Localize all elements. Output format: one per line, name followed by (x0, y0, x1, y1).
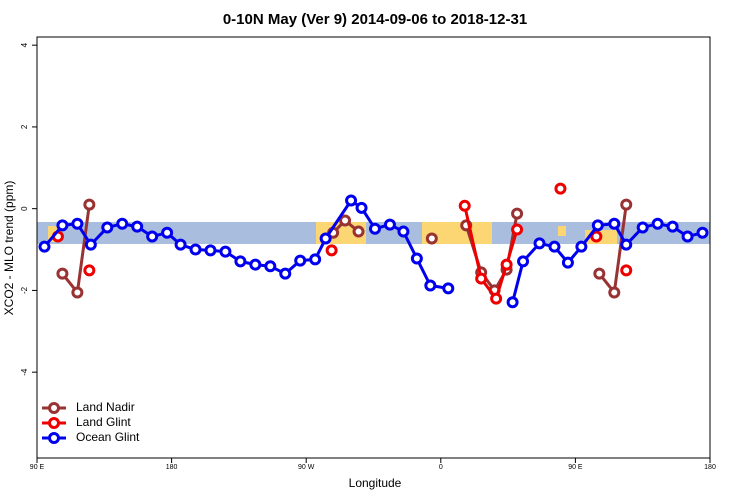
point (397, 225, 410, 238)
chart-title: 0-10N May (Ver 9) 2014-09-06 to 2018-12-… (223, 11, 527, 28)
point (219, 245, 232, 258)
point (681, 230, 694, 243)
point (83, 198, 96, 211)
point (620, 264, 633, 277)
point (506, 296, 519, 309)
point (116, 217, 129, 230)
point (410, 252, 423, 265)
point (71, 286, 84, 299)
point (548, 240, 561, 253)
x-tick-label: 0 (439, 464, 443, 471)
point (355, 201, 368, 214)
x-tick-label: 90 E (568, 464, 583, 471)
point (56, 267, 69, 280)
point (189, 243, 202, 256)
point (339, 214, 352, 227)
point (279, 267, 292, 280)
point (131, 220, 144, 233)
point (561, 256, 574, 269)
series (38, 194, 709, 309)
point (591, 219, 604, 232)
point (608, 217, 621, 230)
point (511, 207, 524, 220)
point (554, 182, 567, 195)
plot-frame (36, 36, 711, 459)
point (620, 198, 633, 211)
point (651, 217, 664, 230)
point (101, 221, 114, 234)
point (352, 225, 365, 238)
legend-label: Ocean Glint (76, 430, 140, 444)
point (460, 219, 473, 232)
point (368, 222, 381, 235)
point (458, 199, 471, 212)
point (475, 272, 488, 285)
point (500, 258, 513, 271)
point (234, 255, 247, 268)
point (696, 226, 709, 239)
point (38, 240, 51, 253)
point (533, 237, 546, 250)
point (590, 230, 603, 243)
point (309, 253, 322, 266)
point (575, 240, 588, 253)
point (608, 286, 621, 299)
point (383, 218, 396, 231)
point (442, 282, 455, 295)
point (56, 219, 69, 232)
legend-marker (48, 402, 60, 414)
point (174, 238, 187, 251)
point (345, 194, 358, 207)
legend-marker (48, 417, 60, 429)
y-tick-label: 2 (20, 124, 29, 129)
legend-label: Land Nadir (76, 400, 135, 414)
y-tick-label: -4 (20, 368, 29, 376)
point (161, 226, 174, 239)
point (490, 292, 503, 305)
series-line (43, 198, 703, 303)
point (71, 217, 84, 230)
x-tick-label: 180 (166, 464, 178, 471)
point (325, 244, 338, 257)
point (620, 238, 633, 251)
point (204, 244, 217, 257)
series (56, 198, 633, 299)
y-tick-label: -2 (20, 286, 29, 294)
point (264, 260, 277, 273)
y-axis-label: XCO2 - MLO trend (ppm) (2, 181, 16, 316)
point (424, 279, 437, 292)
x-tick-label: 90 E (30, 464, 45, 471)
point (666, 220, 679, 233)
legend-marker (48, 432, 60, 444)
point (319, 232, 332, 245)
point (83, 264, 96, 277)
point (511, 223, 524, 236)
point (294, 254, 307, 267)
point (593, 267, 606, 280)
x-tick-label: 90 W (298, 464, 315, 471)
point (146, 230, 159, 243)
point (517, 255, 530, 268)
x-axis-label: Longitude (349, 476, 402, 490)
legend-label: Land Glint (76, 415, 131, 429)
point (425, 232, 438, 245)
point (249, 258, 262, 271)
point (84, 238, 97, 251)
point (636, 221, 649, 234)
y-tick-label: 0 (20, 206, 29, 211)
y-tick-label: 4 (20, 42, 29, 47)
x-tick-label: 180 (704, 464, 716, 471)
